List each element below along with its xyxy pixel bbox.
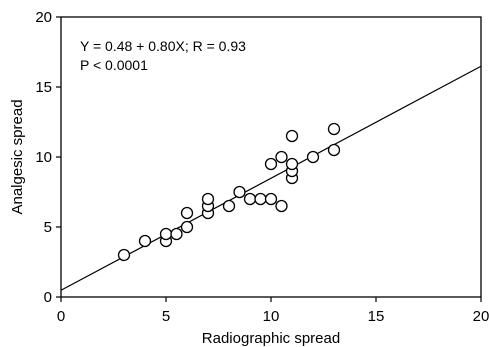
regression-line-layer — [60, 65, 482, 291]
data-point — [222, 199, 236, 213]
data-point — [327, 122, 341, 136]
x-tick-label: 15 — [368, 308, 385, 325]
data-point — [264, 157, 278, 171]
data-point — [275, 150, 288, 164]
data-point — [159, 227, 173, 241]
data-point — [285, 157, 299, 171]
data-point — [117, 248, 131, 262]
data-point — [201, 192, 215, 206]
x-tick-label: 20 — [473, 308, 489, 325]
y-tick-label: 5 — [44, 219, 52, 236]
x-tick-label: 10 — [263, 308, 280, 325]
data-point — [180, 220, 194, 234]
data-point — [243, 192, 257, 206]
data-point — [327, 143, 341, 157]
x-tick-label: 5 — [162, 308, 170, 325]
axis-ticks: 0 5 10 15 20 0 5 10 15 20 — [35, 9, 489, 325]
y-tick-label: 10 — [35, 149, 52, 166]
data-point — [180, 206, 194, 220]
regression-equation: Y = 0.48 + 0.80X; R = 0.93 — [80, 38, 246, 54]
data-point — [170, 227, 183, 241]
y-tick-label: 0 — [44, 289, 52, 306]
y-tick-label: 20 — [35, 9, 52, 26]
data-point — [254, 192, 267, 206]
p-value-annotation: P < 0.0001 — [80, 57, 148, 73]
data-point — [306, 150, 320, 164]
data-point — [275, 199, 288, 213]
data-point — [233, 185, 246, 199]
data-point — [138, 234, 152, 248]
regression-line — [60, 65, 482, 291]
data-point — [285, 129, 299, 143]
data-points — [117, 122, 341, 262]
y-axis-title: Analgesic spread — [9, 99, 26, 214]
x-axis-title: Radiographic spread — [202, 330, 340, 347]
x-tick-label: 0 — [57, 308, 65, 325]
y-tick-label: 15 — [35, 79, 52, 96]
data-point — [264, 192, 278, 206]
